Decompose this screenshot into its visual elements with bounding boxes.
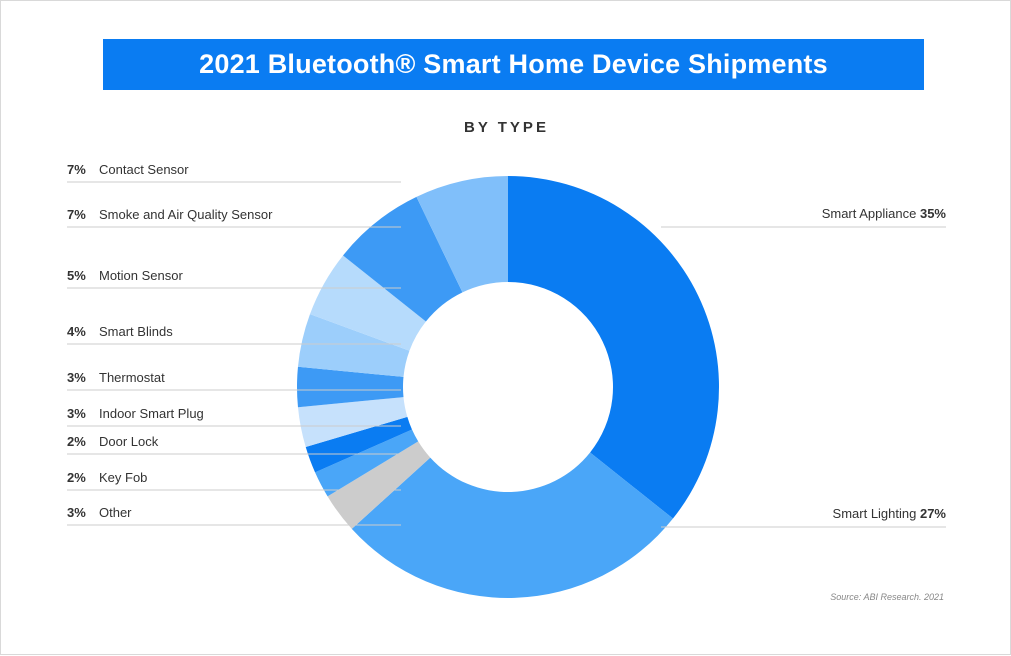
label-smart-lighting: Smart Lighting 27% [833,506,947,521]
label-name: Motion Sensor [99,268,183,283]
slice-labels: 7% Contact Sensor 7% Smoke and Air Quality … [67,162,947,528]
chart-subtitle: BY TYPE [464,119,549,136]
label-pct: 7% [67,162,86,177]
label-name: Indoor Smart Plug [99,406,204,421]
label-key-fob: 2% Key Fob [67,470,147,485]
label-motion-sensor: 5% Motion Sensor [67,268,183,283]
label-name: Thermostat [99,370,165,385]
source-note: Source: ABI Research. 2021 [830,592,944,602]
label-pct: 35% [920,206,946,221]
label-name: Smart Appliance [822,206,920,221]
slice-thermostat [297,366,404,408]
label-pct: 3% [67,406,86,421]
slice-contact-sensor [416,176,508,293]
slice-smoke-and-air-quality-sensor [343,196,463,322]
slice-key-fob [315,429,419,497]
slice-door-lock [305,416,412,473]
slice-smart-blinds [297,314,410,377]
slice-smart-lighting [351,452,673,598]
label-pct: 2% [67,434,86,449]
label-name: Door Lock [99,434,159,449]
label-smart-blinds: 4% Smart Blinds [67,324,173,339]
label-pct: 3% [67,370,86,385]
label-contact-sensor: 7% Contact Sensor [67,162,189,177]
label-indoor-smart-plug: 3% Indoor Smart Plug [67,406,204,421]
label-name: Other [99,505,132,520]
label-name: Smoke and Air Quality Sensor [99,207,273,222]
label-smart-appliance: Smart Appliance 35% [822,206,947,221]
chart-title: 2021 Bluetooth® Smart Home Device Shipme… [199,49,828,79]
label-pct: 3% [67,505,86,520]
donut-slices [297,176,719,598]
label-pct: 2% [67,470,86,485]
label-thermostat: 3% Thermostat [67,370,165,385]
slice-smart-appliance [508,176,719,519]
label-pct: 5% [67,268,86,283]
label-other: 3% Other [67,505,132,520]
chart-title-banner: 2021 Bluetooth® Smart Home Device Shipme… [103,39,924,90]
label-pct: 4% [67,324,86,339]
label-name: Contact Sensor [99,162,189,177]
label-name: Smart Blinds [99,324,173,339]
slice-motion-sensor [309,255,426,351]
label-name: Smart Lighting [833,506,920,521]
slice-other [327,441,431,529]
label-door-lock: 2% Door Lock [67,434,159,449]
label-name: Key Fob [99,470,147,485]
slice-indoor-smart-plug [297,397,408,448]
label-pct: 27% [920,506,946,521]
label-pct: 7% [67,207,86,222]
label-smoke-and-air-quality-sensor: 7% Smoke and Air Quality Sensor [67,207,273,222]
